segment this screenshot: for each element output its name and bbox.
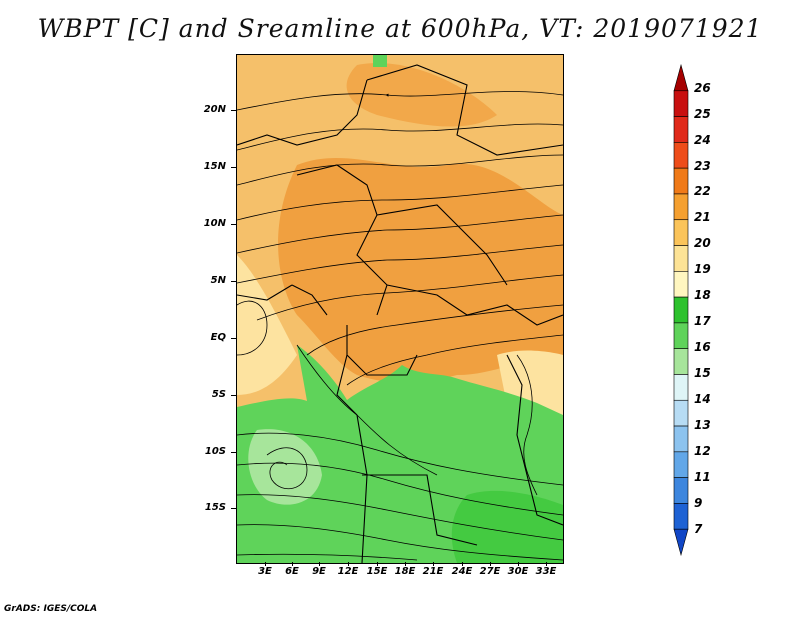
lat-label-10n: 10N bbox=[203, 218, 226, 229]
colorbar-label-11: 11 bbox=[694, 470, 711, 484]
colorbar-segment bbox=[673, 271, 689, 298]
lon-label-30e: 30E bbox=[507, 566, 529, 577]
country-borders bbox=[237, 64, 563, 563]
colorbar-label-7: 7 bbox=[694, 522, 703, 536]
colorbar-label-12: 12 bbox=[694, 444, 711, 458]
lon-tick-30e bbox=[518, 562, 519, 566]
colorbar-segment bbox=[673, 219, 689, 246]
lon-tick-15e bbox=[377, 562, 378, 566]
colorbar-segment bbox=[673, 90, 689, 117]
lon-label-15e: 15E bbox=[366, 566, 388, 577]
lat-tick-10s bbox=[231, 452, 236, 453]
colorbar-segment bbox=[673, 296, 689, 324]
chart-title: WBPT [C] and Sreamline at 600hPa, VT: 20… bbox=[37, 14, 763, 43]
wbpt-field-map bbox=[237, 55, 563, 563]
colorbar-label-25: 25 bbox=[694, 107, 711, 121]
lat-tick-15s bbox=[231, 508, 236, 509]
colorbar-label-26: 26 bbox=[694, 81, 711, 95]
lon-label-12e: 12E bbox=[337, 566, 359, 577]
colorbar-segment bbox=[673, 451, 689, 478]
colorbar bbox=[673, 63, 689, 557]
colorbar-label-9: 9 bbox=[694, 496, 703, 510]
lat-tick-5n bbox=[231, 281, 236, 282]
colorbar-label-15: 15 bbox=[694, 366, 711, 380]
colorbar-label-24: 24 bbox=[694, 133, 711, 147]
colorbar-label-18: 18 bbox=[694, 288, 711, 302]
lon-label-24e: 24E bbox=[451, 566, 473, 577]
colorbar-segment bbox=[673, 399, 689, 427]
lon-label-33e: 33E bbox=[535, 566, 557, 577]
lon-label-21e: 21E bbox=[422, 566, 444, 577]
lat-label-15s: 15S bbox=[204, 502, 226, 513]
streamlines bbox=[237, 91, 563, 561]
wbpt-pale-green-patch bbox=[248, 429, 322, 505]
colorbar-segment bbox=[673, 425, 689, 453]
lon-label-9e: 9E bbox=[312, 566, 326, 577]
colorbar-segment bbox=[673, 348, 689, 375]
lat-label-5n: 5N bbox=[210, 275, 226, 286]
colorbar-segment bbox=[673, 63, 689, 92]
colorbar-label-17: 17 bbox=[694, 314, 711, 328]
colorbar-segment bbox=[673, 528, 689, 557]
lat-tick-5s bbox=[231, 395, 236, 396]
lat-tick-10n bbox=[231, 224, 236, 225]
colorbar-segment bbox=[673, 374, 689, 401]
colorbar-segment bbox=[673, 142, 689, 169]
lat-label-15n: 15N bbox=[203, 161, 226, 172]
colorbar-label-14: 14 bbox=[694, 392, 711, 406]
colorbar-label-23: 23 bbox=[694, 159, 711, 173]
lat-tick-15n bbox=[231, 167, 236, 168]
colorbar-segment bbox=[673, 245, 689, 272]
lon-tick-12e bbox=[348, 562, 349, 566]
lon-label-18e: 18E bbox=[394, 566, 416, 577]
wbpt-north-orange bbox=[346, 63, 497, 127]
lon-tick-24e bbox=[462, 562, 463, 566]
lat-tick-eq bbox=[231, 338, 236, 339]
lat-label-10s: 10S bbox=[204, 446, 226, 457]
colorbar-segment bbox=[673, 167, 689, 195]
lon-tick-18e bbox=[405, 562, 406, 566]
map-panel bbox=[236, 54, 564, 564]
colorbar-segment bbox=[673, 116, 689, 143]
colorbar-segment bbox=[673, 477, 689, 504]
lon-tick-3e bbox=[265, 562, 266, 566]
lat-label-20n: 20N bbox=[203, 104, 226, 115]
wbpt-top-green-patch bbox=[373, 55, 387, 67]
lon-tick-33e bbox=[546, 562, 547, 566]
lon-tick-9e bbox=[319, 562, 320, 566]
colorbar-label-22: 22 bbox=[694, 184, 711, 198]
colorbar-label-16: 16 bbox=[694, 340, 711, 354]
lat-label-eq: EQ bbox=[210, 332, 226, 343]
lon-label-27e: 27E bbox=[479, 566, 501, 577]
wbpt-core-orange bbox=[278, 157, 563, 383]
lon-tick-21e bbox=[433, 562, 434, 566]
colorbar-label-19: 19 bbox=[694, 262, 711, 276]
colorbar-segment bbox=[673, 503, 689, 530]
colorbar-segment bbox=[673, 322, 689, 349]
colorbar-label-20: 20 bbox=[694, 236, 711, 250]
grads-credit: GrADS: IGES/COLA bbox=[4, 604, 98, 614]
colorbar-label-21: 21 bbox=[694, 210, 711, 224]
lon-tick-6e bbox=[292, 562, 293, 566]
lon-tick-27e bbox=[490, 562, 491, 566]
colorbar-label-13: 13 bbox=[694, 418, 711, 432]
colorbar-segment bbox=[673, 193, 689, 221]
lat-tick-20n bbox=[231, 110, 236, 111]
lon-label-3e: 3E bbox=[258, 566, 272, 577]
lat-label-5s: 5S bbox=[211, 389, 226, 400]
lon-label-6e: 6E bbox=[285, 566, 299, 577]
